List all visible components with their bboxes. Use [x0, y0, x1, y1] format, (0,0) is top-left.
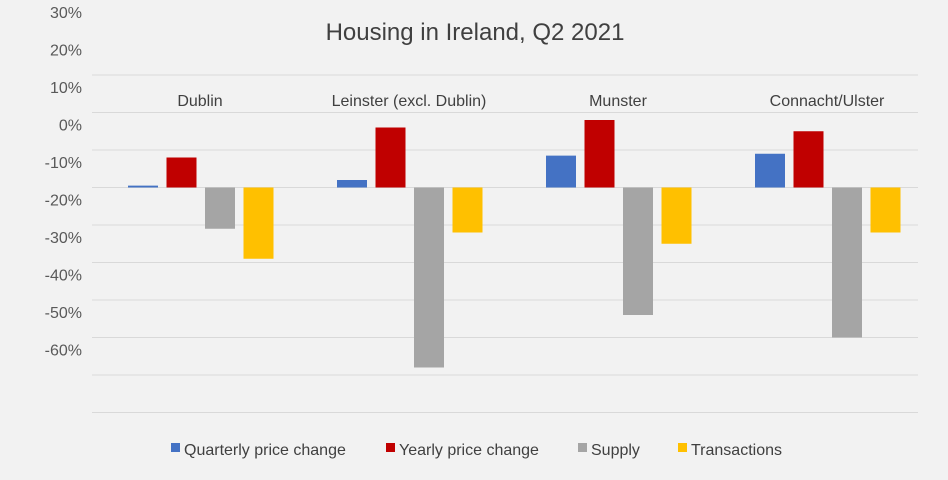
category-label: Leinster (excl. Dublin): [332, 93, 487, 110]
y-tick-label: -20%: [45, 193, 82, 210]
y-tick-label: -60%: [45, 343, 82, 360]
bar: [546, 155, 576, 188]
y-tick-label: -10%: [45, 155, 82, 172]
legend-swatch: [678, 443, 687, 452]
chart-title: Housing in Ireland, Q2 2021: [326, 19, 625, 46]
legend-label: Supply: [591, 442, 640, 459]
bar: [243, 187, 274, 259]
legend-label: Transactions: [691, 442, 782, 459]
bar: [870, 187, 901, 233]
bar: [166, 157, 197, 188]
bar: [375, 127, 406, 188]
y-tick-label: 10%: [50, 80, 82, 97]
legend-swatch: [171, 443, 180, 452]
category-label: Dublin: [177, 93, 222, 110]
legend-swatch: [578, 443, 587, 452]
legend: Quarterly price change Yearly price chang…: [171, 442, 782, 459]
bar: [205, 187, 235, 229]
bar: [623, 187, 653, 315]
category-label: Connacht/Ulster: [770, 93, 885, 110]
bar: [793, 131, 824, 188]
y-tick-label: -30%: [45, 230, 82, 247]
category-label: Munster: [589, 93, 647, 110]
y-tick-label: -50%: [45, 305, 82, 322]
bar: [128, 185, 158, 188]
y-tick-label: 20%: [50, 43, 82, 60]
category-labels: Dublin Leinster (excl. Dublin) Munster Conn…: [177, 93, 885, 110]
legend-label: Yearly price change: [399, 442, 539, 459]
bar: [414, 187, 444, 368]
bar: [661, 187, 692, 244]
bar: [832, 187, 862, 338]
legend-swatch: [386, 443, 395, 452]
bar: [452, 187, 483, 233]
gridlines: [92, 74, 918, 413]
y-axis-ticks: 30% 20% 10% 0% -10% -20% -30% -40% -50% -60%: [45, 5, 82, 360]
bar: [755, 153, 785, 188]
bar: [584, 120, 615, 188]
bars: [128, 120, 901, 368]
y-tick-label: 0%: [59, 118, 82, 135]
bar: [337, 180, 367, 188]
y-tick-label: -40%: [45, 268, 82, 285]
legend-label: Quarterly price change: [184, 442, 346, 459]
y-tick-label: 30%: [50, 5, 82, 22]
